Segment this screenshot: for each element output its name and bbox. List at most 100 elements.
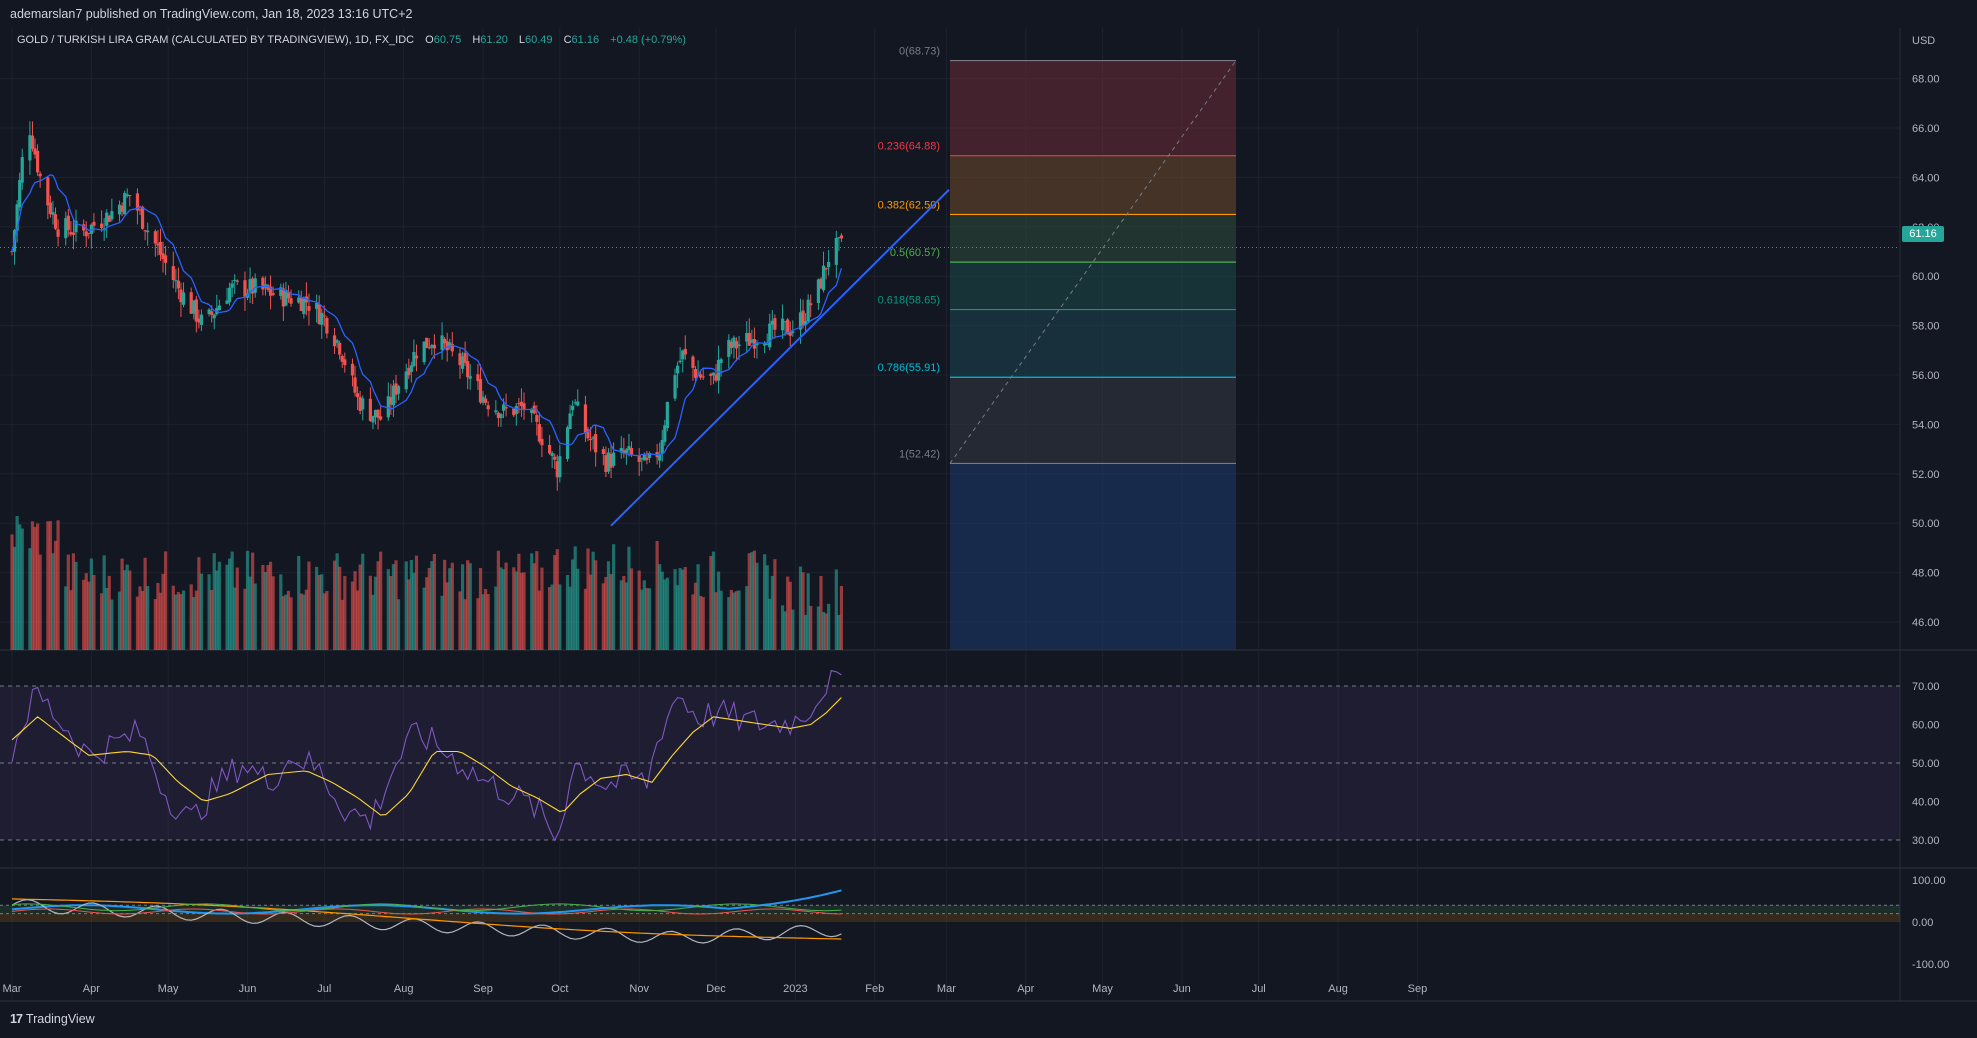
volume-bar — [105, 588, 109, 650]
volume-bar — [289, 597, 293, 650]
volume-bar — [368, 575, 372, 650]
time-axis: Mar Apr May Jun Jul Aug Sep Oct Nov Dec 2023 Feb Mar… — [3, 983, 1428, 995]
volume-bar — [537, 590, 541, 650]
fib-zone — [950, 60, 1236, 156]
volume-bar — [409, 560, 413, 650]
volume-bar — [210, 589, 214, 650]
volume-bar — [719, 590, 723, 650]
candle-body — [64, 218, 68, 239]
candle-body — [786, 319, 790, 335]
volume-bar — [391, 564, 396, 650]
volume-bar — [750, 552, 754, 650]
volume-bar — [640, 589, 644, 650]
candle-body — [711, 372, 716, 376]
candle-body — [325, 317, 329, 334]
volume-bar — [373, 576, 378, 650]
candle-body — [514, 405, 518, 415]
volume-bar — [343, 576, 347, 650]
volume-bar — [225, 564, 229, 650]
candle-body — [51, 212, 55, 215]
volume-bar — [422, 587, 426, 650]
volume-bar — [535, 551, 539, 650]
volume-bar — [279, 574, 283, 650]
volume-bar — [586, 548, 590, 650]
candle-body — [235, 280, 239, 282]
osc-band-green — [0, 905, 1900, 914]
volume-bar — [138, 586, 142, 650]
candle-body — [658, 453, 662, 461]
rsi-tick-label: 40.00 — [1912, 797, 1940, 809]
candle-body — [540, 438, 544, 446]
candle-body — [645, 457, 649, 460]
volume-bar — [10, 534, 14, 650]
candle-body — [361, 398, 365, 410]
volume-bar — [540, 567, 544, 650]
volume-bar — [412, 572, 416, 650]
price-tick-label: 66.00 — [1912, 123, 1940, 135]
volume-bar — [514, 571, 518, 650]
volume-bar — [701, 597, 705, 650]
candle-body — [619, 447, 623, 453]
candle-body — [773, 318, 777, 330]
volume-bar — [140, 590, 145, 650]
volume-bar — [548, 587, 552, 650]
volume-bar — [663, 579, 667, 650]
candle-body — [660, 440, 664, 454]
candle-body — [30, 135, 35, 149]
osc-band-orange — [0, 913, 1900, 922]
candle-body — [350, 363, 355, 376]
candle-body — [522, 403, 526, 410]
candle-body — [322, 315, 326, 317]
volume-bar — [394, 560, 398, 650]
volume-bar — [87, 581, 91, 650]
volume-bar — [379, 551, 383, 650]
candle-body — [299, 297, 303, 312]
candle-body — [394, 383, 398, 395]
volume-bar — [71, 553, 76, 650]
candle-body — [92, 221, 96, 226]
volume-bar — [647, 588, 652, 650]
tradingview-brand: TradingView — [25, 1012, 95, 1026]
candle-body — [425, 337, 429, 348]
volume-bar — [245, 550, 250, 650]
volume-bar — [660, 571, 664, 650]
time-tick-label: Jun — [239, 983, 257, 995]
fib-level-label: 1(52.42) — [899, 448, 940, 460]
candle-body — [28, 135, 32, 161]
open-value: 60.75 — [433, 34, 462, 46]
volume-bar — [624, 582, 628, 650]
candle-body — [827, 261, 831, 268]
candle-body — [701, 376, 705, 378]
tradingview-logo[interactable]: 17 TradingView — [10, 1012, 95, 1026]
volume-bar — [450, 562, 454, 650]
candle-body — [573, 402, 577, 404]
volume-bar — [304, 589, 308, 650]
candle-body — [576, 401, 580, 406]
volume-bars — [10, 515, 844, 650]
candle-body — [816, 279, 820, 303]
candle-body — [386, 396, 390, 418]
candle-body — [553, 456, 557, 460]
volume-bar — [92, 574, 96, 650]
volume-bar — [307, 561, 311, 650]
osc-gray-line — [11, 899, 842, 944]
volume-bar — [522, 572, 526, 650]
chart-canvas[interactable]: USD68.0066.0064.0062.0060.0058.0056.0054… — [0, 28, 1977, 1003]
candle-body — [15, 204, 19, 231]
candle-body — [338, 342, 342, 355]
candle-body — [356, 393, 360, 398]
candle-body — [307, 306, 311, 311]
candle-body — [376, 409, 380, 418]
volume-bar — [604, 577, 608, 650]
volume-bar — [763, 554, 767, 650]
candle-body — [71, 232, 76, 235]
volume-bar — [773, 559, 777, 650]
candle-body — [396, 386, 401, 394]
candle-body — [84, 231, 88, 237]
candle-body — [745, 332, 749, 342]
candle-body — [548, 444, 552, 454]
price-tick-label: 56.00 — [1912, 370, 1940, 382]
candle-body — [798, 312, 803, 330]
volume-bar — [156, 583, 160, 650]
time-tick-label: Jun — [1173, 983, 1191, 995]
